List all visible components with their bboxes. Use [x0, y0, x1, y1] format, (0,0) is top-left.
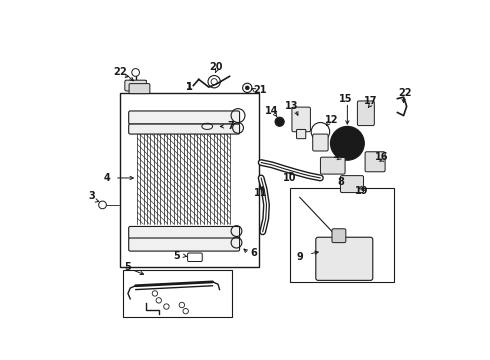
FancyBboxPatch shape: [341, 176, 364, 193]
Bar: [290, 188, 393, 282]
Text: 2: 2: [119, 67, 126, 77]
FancyBboxPatch shape: [332, 229, 346, 243]
Text: 11: 11: [254, 188, 268, 198]
Text: 10: 10: [283, 173, 296, 183]
Circle shape: [277, 120, 282, 124]
Circle shape: [275, 117, 284, 126]
Text: 18: 18: [333, 150, 346, 160]
FancyBboxPatch shape: [129, 238, 240, 251]
Text: 15: 15: [339, 94, 353, 104]
FancyBboxPatch shape: [316, 237, 373, 280]
Circle shape: [245, 86, 249, 90]
Text: 3: 3: [88, 191, 95, 201]
Text: 22: 22: [398, 88, 412, 98]
Circle shape: [337, 237, 343, 243]
Text: 1: 1: [186, 82, 193, 92]
FancyBboxPatch shape: [129, 124, 240, 134]
FancyBboxPatch shape: [125, 80, 147, 91]
Text: 5: 5: [173, 251, 180, 261]
Bar: [120, 93, 259, 266]
Bar: [122, 270, 232, 316]
Text: 7: 7: [227, 121, 234, 131]
Text: 5: 5: [124, 262, 130, 272]
Text: 13: 13: [285, 101, 299, 111]
Circle shape: [330, 126, 365, 160]
FancyBboxPatch shape: [292, 107, 311, 132]
Text: 21: 21: [253, 85, 267, 95]
Text: 17: 17: [364, 96, 377, 106]
Circle shape: [337, 132, 358, 154]
Text: 14: 14: [265, 106, 279, 116]
FancyBboxPatch shape: [129, 111, 240, 124]
Text: 20: 20: [210, 62, 223, 72]
Text: 9: 9: [296, 252, 303, 262]
FancyBboxPatch shape: [357, 101, 374, 126]
Circle shape: [342, 138, 353, 149]
Text: 12: 12: [325, 115, 339, 125]
FancyBboxPatch shape: [320, 157, 345, 174]
Text: 8: 8: [338, 177, 344, 187]
Text: 4: 4: [104, 173, 111, 183]
FancyBboxPatch shape: [129, 84, 150, 94]
FancyBboxPatch shape: [313, 134, 328, 151]
FancyBboxPatch shape: [296, 130, 306, 139]
FancyBboxPatch shape: [129, 226, 240, 239]
Text: 16: 16: [375, 152, 389, 162]
Text: 1: 1: [186, 82, 193, 92]
Text: 6: 6: [250, 248, 257, 258]
FancyBboxPatch shape: [365, 152, 385, 172]
Text: 19: 19: [354, 186, 368, 196]
Text: 2: 2: [113, 67, 120, 77]
